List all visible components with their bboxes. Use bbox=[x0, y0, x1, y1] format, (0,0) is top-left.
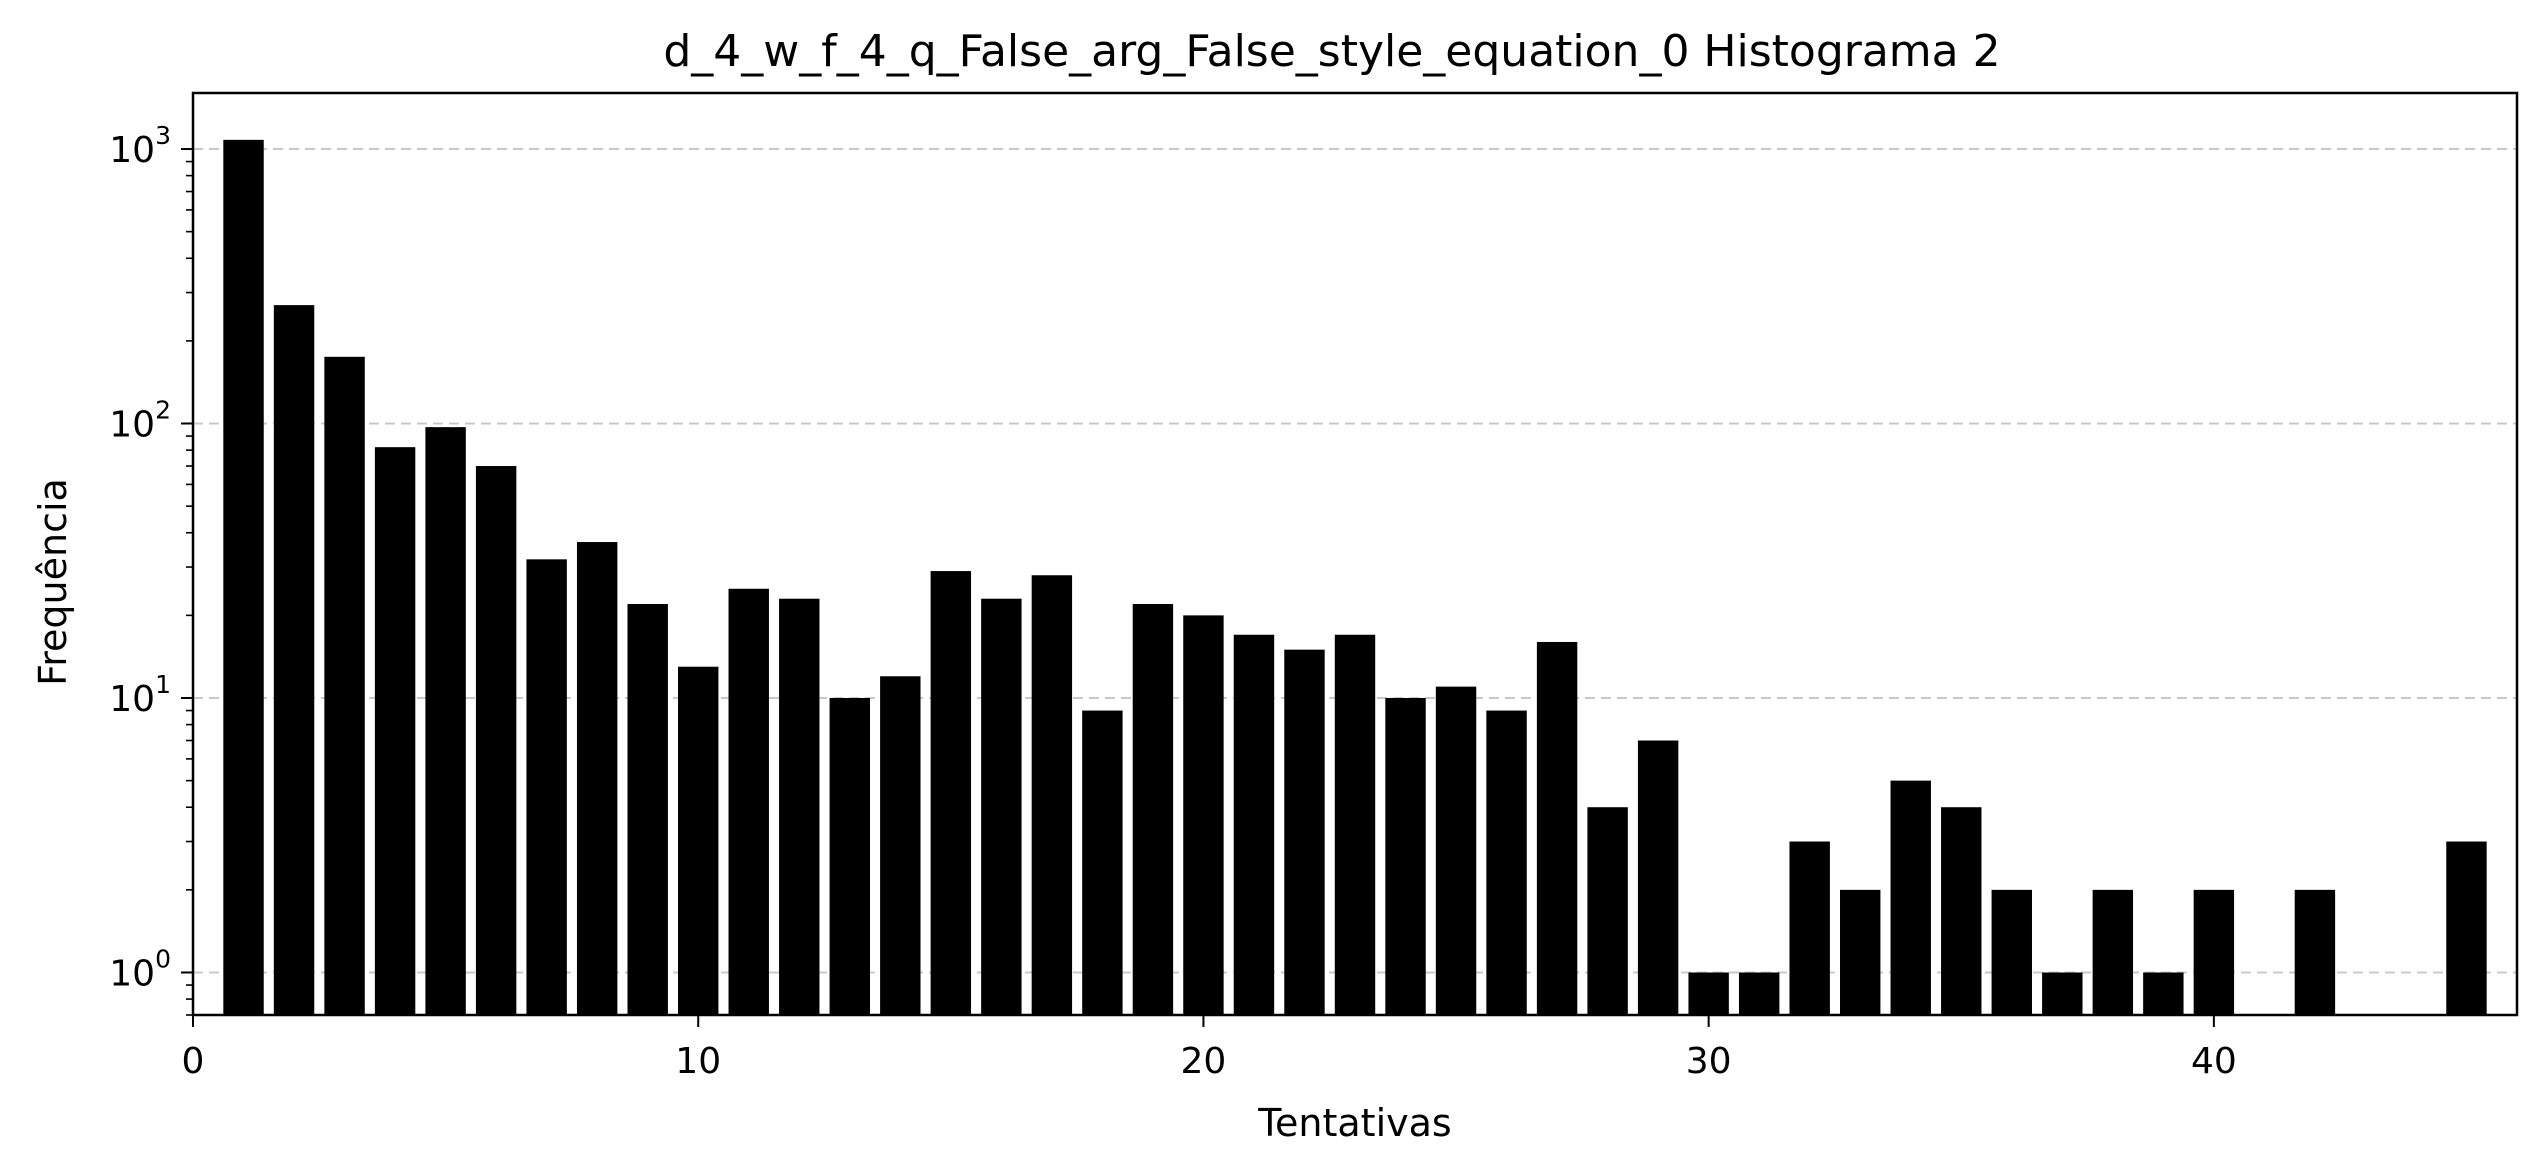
x-tick-label: 40 bbox=[2191, 1041, 2237, 1082]
bar bbox=[1435, 686, 1477, 1015]
bar bbox=[526, 559, 567, 1015]
bar bbox=[728, 588, 769, 1015]
bars bbox=[223, 139, 2487, 1016]
bar bbox=[1738, 972, 1780, 1015]
x-tick-label: 0 bbox=[182, 1041, 205, 1082]
plot-frame bbox=[191, 91, 2519, 1017]
bar bbox=[1587, 807, 1628, 1015]
bar bbox=[1991, 889, 2032, 1015]
y-tick-label: 103 bbox=[109, 121, 171, 171]
bar bbox=[1031, 575, 1073, 1015]
bar bbox=[374, 447, 416, 1015]
bar bbox=[2092, 889, 2134, 1015]
x-tick-label: 30 bbox=[1686, 1041, 1732, 1082]
bar bbox=[981, 598, 1022, 1015]
bar bbox=[1284, 649, 1325, 1015]
bar bbox=[576, 542, 618, 1015]
bar bbox=[627, 604, 668, 1015]
x-axis-label: Tentativas bbox=[1257, 1101, 1451, 1145]
y-tick-label: 101 bbox=[109, 670, 171, 720]
bar bbox=[1082, 710, 1123, 1015]
bar bbox=[2042, 972, 2083, 1015]
bar bbox=[1334, 634, 1376, 1015]
bar bbox=[1132, 604, 1174, 1015]
bar bbox=[475, 466, 517, 1016]
y-tick-label: 102 bbox=[109, 396, 171, 446]
bar bbox=[1637, 740, 1679, 1015]
bar bbox=[880, 676, 921, 1015]
chart-title: d_4_w_f_4_q_False_arg_False_style_equati… bbox=[663, 26, 2000, 77]
bar bbox=[2294, 889, 2336, 1015]
x-tick-label: 20 bbox=[1181, 1041, 1227, 1082]
bar bbox=[1183, 615, 1224, 1015]
bar bbox=[1941, 807, 1982, 1015]
bar bbox=[324, 356, 365, 1015]
bar bbox=[1233, 634, 1275, 1015]
bar bbox=[1486, 710, 1527, 1015]
x-axis: 0 10 20 30 40 bbox=[182, 1015, 2237, 1082]
bar bbox=[273, 305, 315, 1015]
y-axis-label: Frequência bbox=[31, 478, 75, 686]
bar bbox=[425, 427, 466, 1015]
bar bbox=[2193, 889, 2235, 1015]
bar bbox=[1385, 697, 1426, 1015]
bar bbox=[1789, 841, 1830, 1015]
bar bbox=[829, 697, 870, 1015]
bar bbox=[930, 571, 972, 1015]
x-tick-label: 10 bbox=[675, 1041, 721, 1082]
y-axis: 100 101 102 103 bbox=[109, 121, 193, 1016]
bar bbox=[779, 598, 820, 1015]
bar bbox=[1840, 889, 1881, 1015]
bar bbox=[1536, 641, 1578, 1015]
y-tick-label: 100 bbox=[109, 944, 171, 994]
bar bbox=[1688, 972, 1729, 1015]
bar bbox=[2446, 841, 2487, 1015]
bar bbox=[2143, 972, 2184, 1015]
bar bbox=[223, 139, 264, 1015]
bar bbox=[1890, 780, 1931, 1015]
bar bbox=[678, 666, 719, 1015]
